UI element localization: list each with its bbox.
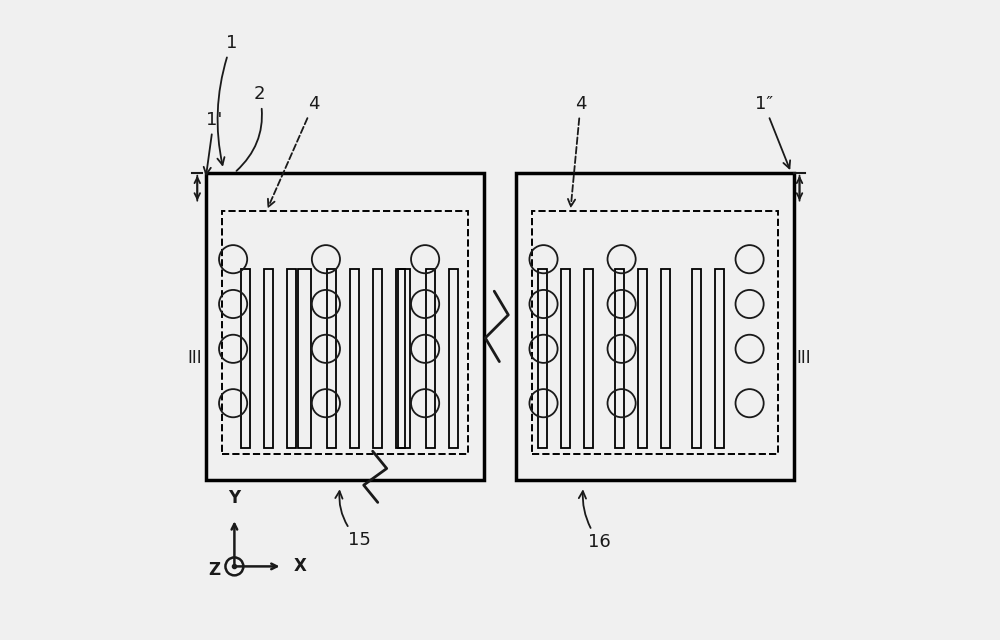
Bar: [206, 173, 484, 480]
Bar: [584, 269, 593, 448]
Bar: [615, 269, 624, 448]
Bar: [561, 269, 570, 448]
Text: 1': 1': [204, 111, 222, 175]
Text: III: III: [796, 349, 811, 367]
Text: 4: 4: [268, 95, 320, 207]
Bar: [222, 211, 468, 454]
Text: Z: Z: [208, 561, 220, 579]
Bar: [538, 269, 547, 448]
Bar: [516, 173, 794, 480]
Text: X: X: [294, 557, 307, 575]
Text: Y: Y: [228, 489, 240, 507]
Bar: [298, 269, 311, 448]
Bar: [638, 269, 647, 448]
Text: III: III: [188, 349, 202, 367]
Text: 1: 1: [217, 34, 237, 165]
Bar: [373, 269, 382, 448]
Bar: [287, 269, 296, 448]
Text: 4: 4: [568, 95, 586, 207]
Bar: [398, 269, 410, 448]
Text: 16: 16: [579, 491, 611, 551]
Bar: [692, 269, 701, 448]
Bar: [715, 269, 724, 448]
Text: 2: 2: [236, 85, 265, 171]
Bar: [350, 269, 359, 448]
Text: 1″: 1″: [755, 95, 790, 168]
Bar: [449, 269, 458, 448]
Bar: [532, 211, 778, 454]
Bar: [327, 269, 336, 448]
Bar: [396, 269, 405, 448]
Text: 15: 15: [335, 491, 371, 549]
Bar: [264, 269, 273, 448]
Bar: [241, 269, 250, 448]
Bar: [661, 269, 670, 448]
Bar: [426, 269, 435, 448]
